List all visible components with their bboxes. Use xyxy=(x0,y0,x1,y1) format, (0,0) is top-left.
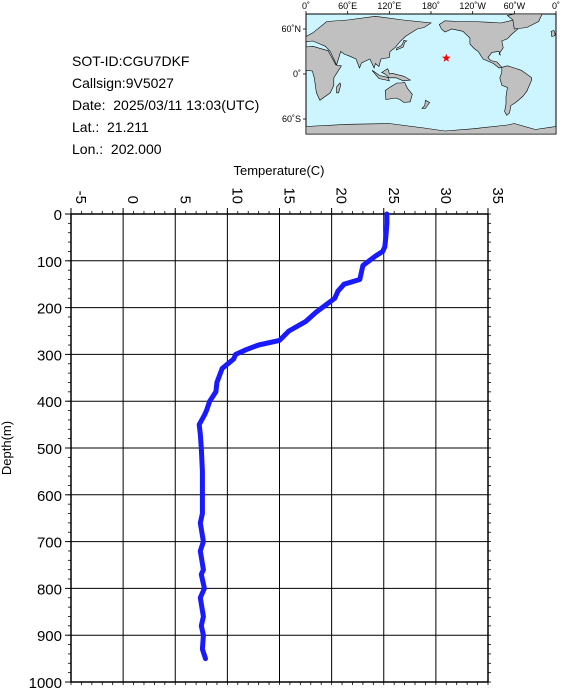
y-tick-label: 0 xyxy=(54,207,62,224)
date-text: Date: 2025/03/11 13:03(UTC) xyxy=(72,97,260,113)
y-tick-label: 900 xyxy=(37,628,62,645)
land-australia xyxy=(384,81,413,103)
map-marker xyxy=(442,53,451,62)
land-indonesia xyxy=(371,68,412,82)
land-madagascar xyxy=(336,82,342,94)
temperature-profile-line xyxy=(196,211,390,662)
x-tick-label: 10 xyxy=(228,187,245,204)
sot-id-text: SOT-ID:CGU7DKF xyxy=(72,53,190,69)
map-lat-label: 0˚ xyxy=(293,69,301,79)
plot-grid xyxy=(71,214,488,682)
map-lon-label: 120˚E xyxy=(377,1,401,11)
y-tick-label: 700 xyxy=(37,535,62,552)
land-north-america xyxy=(438,19,519,69)
map-lon-label: 0˚ xyxy=(302,1,310,11)
map-lat-label: 60˚S xyxy=(282,114,301,124)
land-japan xyxy=(395,39,408,51)
temperature-profile-plot: -5 0 5 10 15 20 25 30 35 0 100 200 300 400 500 600 700 8… xyxy=(0,163,506,690)
map-land xyxy=(305,13,557,135)
y-tick-label: 200 xyxy=(37,301,62,318)
longitude-text: Lon.: 202.000 xyxy=(72,141,162,157)
land-greenland xyxy=(506,13,543,30)
star-icon xyxy=(442,53,451,62)
y-tick-label: 400 xyxy=(37,394,62,411)
y-tick-label: 500 xyxy=(37,441,62,458)
y-axis-title: Depth(m) xyxy=(0,421,14,475)
x-tick-label: 5 xyxy=(176,196,193,204)
y-tick-label: 1000 xyxy=(29,675,62,690)
latitude-text: Lat.: 21.211 xyxy=(72,119,149,135)
land-south-america xyxy=(499,65,533,116)
callsign-text: Callsign:9V5027 xyxy=(72,75,174,91)
world-map: 0˚ 60˚E 120˚E 180˚ 120˚W 60˚W 0˚ 60˚N 0˚ 60˚S xyxy=(281,1,560,135)
x-tick-label: -5 xyxy=(72,191,89,204)
land-africa xyxy=(305,45,342,101)
x-tick-label: 20 xyxy=(333,187,350,204)
y-tick-label: 800 xyxy=(37,581,62,598)
map-lon-label: 120˚W xyxy=(459,1,486,11)
x-axis-title: Temperature(C) xyxy=(233,163,324,178)
y-tick-label: 300 xyxy=(37,347,62,364)
x-tick-label: 35 xyxy=(489,187,506,204)
land-eurasia xyxy=(305,15,432,69)
x-tick-label: 0 xyxy=(124,196,141,204)
map-lon-label: 180˚ xyxy=(422,1,440,11)
map-lon-label: 60˚W xyxy=(504,1,526,11)
land-antarctica xyxy=(305,123,557,135)
temperature-axis: -5 0 5 10 15 20 25 30 35 xyxy=(70,187,506,685)
y-tick-label: 600 xyxy=(37,488,62,505)
x-tick-label: 25 xyxy=(385,187,402,204)
float-info-panel: SOT-ID:CGU7DKF Callsign:9V5027 Date: 202… xyxy=(72,50,259,160)
map-lon-label: 0˚ xyxy=(552,1,560,11)
x-tick-label: 15 xyxy=(281,187,298,204)
depth-axis: 0 100 200 300 400 500 600 700 800 900 1000 xyxy=(29,207,491,690)
y-tick-label: 100 xyxy=(37,254,62,271)
map-ticks: 0˚ 60˚E 120˚E 180˚ 120˚W 60˚W 0˚ 60˚N 0˚ 60˚S xyxy=(281,1,560,124)
x-tick-label: 30 xyxy=(437,187,454,204)
map-lat-label: 60˚N xyxy=(281,24,301,34)
land-new-zealand xyxy=(421,99,431,109)
map-lon-label: 60˚E xyxy=(338,1,357,11)
land-uk xyxy=(550,30,556,37)
